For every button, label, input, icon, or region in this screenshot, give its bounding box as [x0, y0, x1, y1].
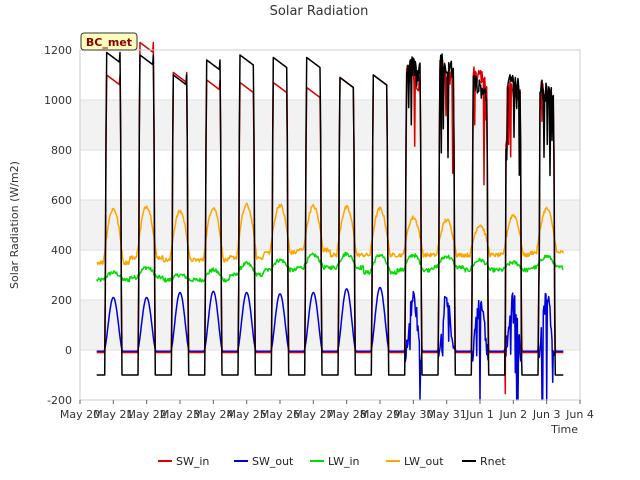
y-tick-label: 0: [65, 344, 72, 357]
legend: SW_in SW_out LW_in LW_out Rnet: [158, 455, 506, 468]
x-tick-label: May 21: [93, 408, 133, 421]
series-line-rnet: [96, 51, 564, 376]
x-tick-label: May 27: [293, 408, 333, 421]
y-axis-label: Solar Radiation (W/m2): [8, 161, 21, 289]
series-layer: [96, 41, 565, 401]
background-bands: [80, 50, 580, 400]
x-tick-label: May 31: [427, 408, 467, 421]
legend-label: LW_out: [404, 455, 444, 468]
x-tick-label: Jun 4: [565, 408, 594, 421]
y-tick-label: 600: [51, 194, 72, 207]
series-line-lw-out: [96, 202, 565, 266]
x-tick-label: May 20: [60, 408, 100, 421]
y-tick-label: 400: [51, 244, 72, 257]
series-line-lw-in: [96, 251, 564, 283]
grid-band: [80, 50, 580, 100]
x-tick-label: Jun 3: [532, 408, 561, 421]
legend-label: SW_in: [176, 455, 209, 468]
grid-band: [80, 150, 580, 200]
x-tick-label: May 25: [227, 408, 267, 421]
legend-label: SW_out: [252, 455, 294, 468]
series-line-sw-out: [96, 286, 564, 401]
chart-title: Solar Radiation: [270, 4, 369, 19]
y-tick-label: 800: [51, 144, 72, 157]
y-tick-label: 1000: [44, 94, 72, 107]
x-tick-label: May 23: [160, 408, 200, 421]
x-tick-label: May 28: [327, 408, 367, 421]
legend-label: Rnet: [480, 455, 506, 468]
x-tick-label: Jun 1: [465, 408, 494, 421]
grid-band: [80, 300, 580, 350]
x-tick-label: May 26: [260, 408, 300, 421]
y-axis-ticks: -200 0 200 400 600 800 1000 1200: [44, 44, 72, 407]
y-tick-label: -200: [47, 394, 72, 407]
x-tick-label: May 24: [193, 408, 233, 421]
plot-frame: [79, 49, 581, 401]
grid-band: [80, 200, 580, 250]
x-tick-label: May 29: [360, 408, 400, 421]
station-badge: BC_met: [80, 32, 138, 51]
x-tick-label: May 30: [393, 408, 433, 421]
legend-label: LW_in: [328, 455, 360, 468]
grid-band: [80, 100, 580, 150]
x-tick-label: Jun 2: [498, 408, 527, 421]
x-tick-label: May 22: [127, 408, 167, 421]
y-tick-label: 1200: [44, 44, 72, 57]
y-tick-label: 200: [51, 294, 72, 307]
x-axis-label: Time: [550, 423, 578, 436]
station-badge-label: BC_met: [86, 36, 132, 49]
